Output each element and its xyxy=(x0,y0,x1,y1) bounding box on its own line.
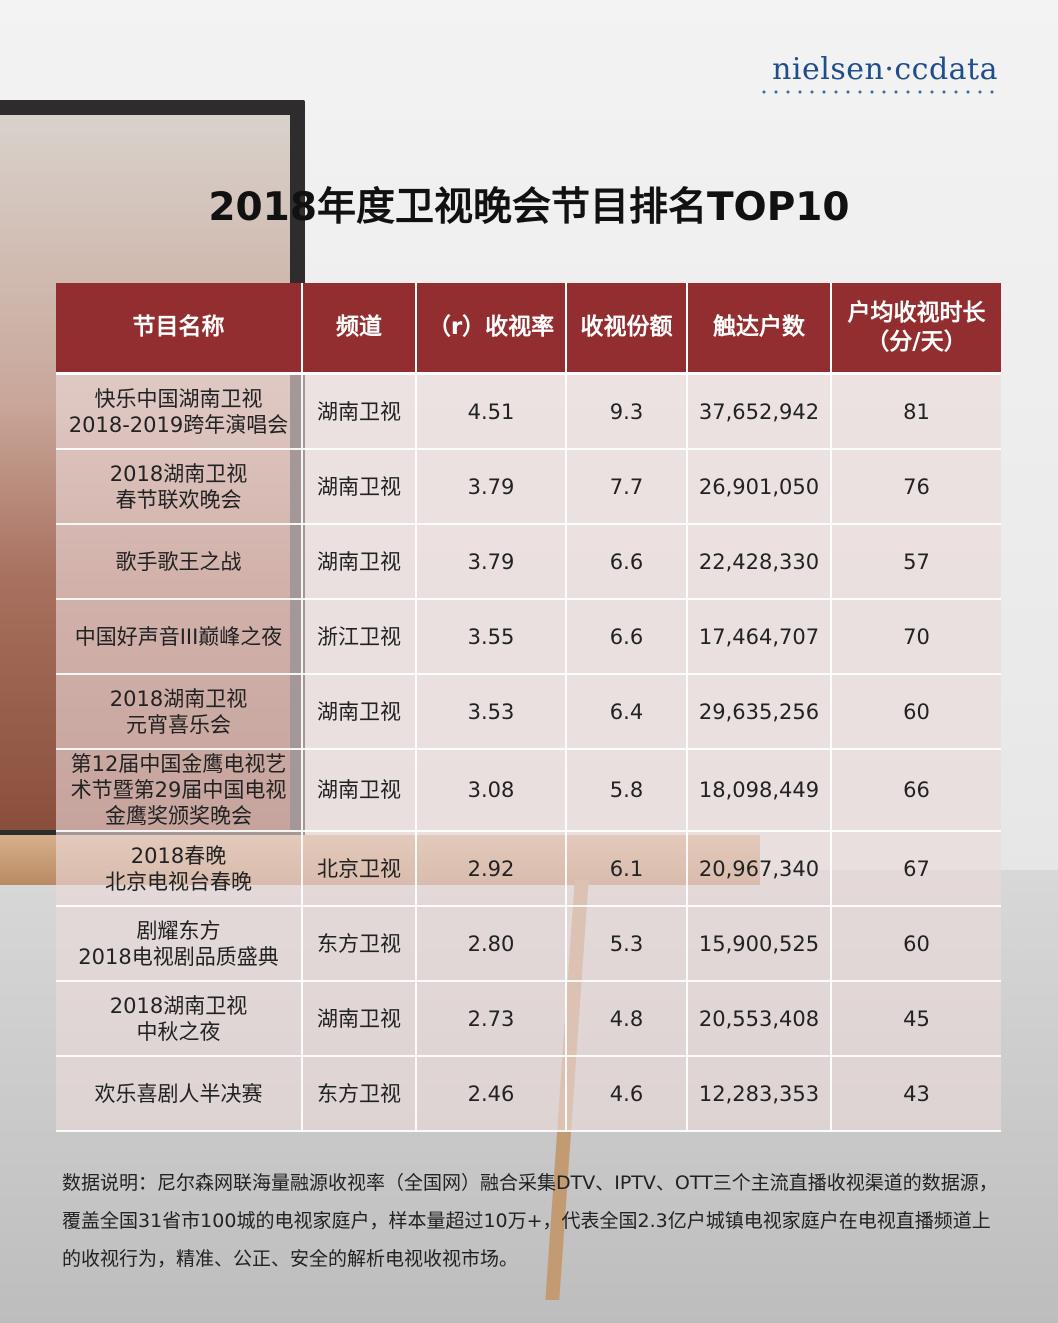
table-row: 剧耀东方 2018电视剧品质盛典 东方卫视 2.80 5.3 15,900,52… xyxy=(56,906,1001,982)
cell-rating: 3.53 xyxy=(416,674,567,750)
cell-share: 7.7 xyxy=(566,449,688,525)
cell-rating: 2.73 xyxy=(416,981,567,1057)
cell-channel: 湖南卫视 xyxy=(302,449,417,525)
cell-channel: 东方卫视 xyxy=(302,1056,417,1132)
cell-avg-time: 81 xyxy=(831,373,1001,450)
header-rating: （r）收视率 xyxy=(416,283,567,375)
cell-rating: 2.80 xyxy=(416,906,567,982)
cell-rating: 4.51 xyxy=(416,373,567,450)
cell-channel: 北京卫视 xyxy=(302,831,417,907)
cell-program-name: 剧耀东方 2018电视剧品质盛典 xyxy=(56,906,303,982)
cell-channel: 浙江卫视 xyxy=(302,599,417,675)
table-row: 快乐中国湖南卫视 2018-2019跨年演唱会 湖南卫视 4.51 9.3 37… xyxy=(56,373,1001,450)
cell-avg-time: 66 xyxy=(831,749,1001,832)
cell-share: 5.8 xyxy=(566,749,688,832)
header-share: 收视份额 xyxy=(566,283,688,375)
cell-rating: 3.79 xyxy=(416,524,567,600)
cell-avg-time: 57 xyxy=(831,524,1001,600)
cell-program-name: 2018春晚 北京电视台春晚 xyxy=(56,831,303,907)
cell-rating: 2.92 xyxy=(416,831,567,907)
cell-rating: 3.55 xyxy=(416,599,567,675)
cell-avg-time: 76 xyxy=(831,449,1001,525)
ranking-table: 节目名称 频道 （r）收视率 收视份额 触达户数 户均收视时长 （分/天） 快乐… xyxy=(56,283,1001,1132)
cell-avg-time: 45 xyxy=(831,981,1001,1057)
table-row: 中国好声音III巅峰之夜 浙江卫视 3.55 6.6 17,464,707 70 xyxy=(56,599,1001,675)
cell-program-name: 快乐中国湖南卫视 2018-2019跨年演唱会 xyxy=(56,373,303,450)
cell-share: 9.3 xyxy=(566,373,688,450)
table-row: 欢乐喜剧人半决赛 东方卫视 2.46 4.6 12,283,353 43 xyxy=(56,1056,1001,1132)
cell-reach: 29,635,256 xyxy=(687,674,832,750)
cell-channel: 东方卫视 xyxy=(302,906,417,982)
cell-program-name: 中国好声音III巅峰之夜 xyxy=(56,599,303,675)
cell-program-name: 2018湖南卫视 元宵喜乐会 xyxy=(56,674,303,750)
nielsen-ccdata-logo: nielsen·ccdata xyxy=(758,52,998,95)
logo-dots xyxy=(758,89,998,95)
logo-text: nielsen·ccdata xyxy=(772,52,998,87)
cell-share: 5.3 xyxy=(566,906,688,982)
cell-reach: 37,652,942 xyxy=(687,373,832,450)
cell-channel: 湖南卫视 xyxy=(302,674,417,750)
cell-share: 6.6 xyxy=(566,524,688,600)
data-note: 数据说明：尼尔森网联海量融源收视率（全国网）融合采集DTV、IPTV、OTT三个… xyxy=(62,1172,998,1270)
cell-channel: 湖南卫视 xyxy=(302,373,417,450)
cell-avg-time: 67 xyxy=(831,831,1001,907)
cell-reach: 22,428,330 xyxy=(687,524,832,600)
table-row: 歌手歌王之战 湖南卫视 3.79 6.6 22,428,330 57 xyxy=(56,524,1001,600)
cell-program-name: 歌手歌王之战 xyxy=(56,524,303,600)
cell-share: 6.1 xyxy=(566,831,688,907)
cell-share: 6.6 xyxy=(566,599,688,675)
cell-avg-time: 60 xyxy=(831,674,1001,750)
cell-rating: 3.08 xyxy=(416,749,567,832)
cell-program-name: 第12届中国金鹰电视艺 术节暨第29届中国电视 金鹰奖颁奖晚会 xyxy=(56,749,303,832)
table-row: 2018湖南卫视 中秋之夜 湖南卫视 2.73 4.8 20,553,408 4… xyxy=(56,981,1001,1057)
cell-channel: 湖南卫视 xyxy=(302,749,417,832)
cell-share: 4.6 xyxy=(566,1056,688,1132)
table-row: 2018春晚 北京电视台春晚 北京卫视 2.92 6.1 20,967,340 … xyxy=(56,831,1001,907)
cell-share: 4.8 xyxy=(566,981,688,1057)
table-row: 2018湖南卫视 元宵喜乐会 湖南卫视 3.53 6.4 29,635,256 … xyxy=(56,674,1001,750)
table-row: 2018湖南卫视 春节联欢晚会 湖南卫视 3.79 7.7 26,901,050… xyxy=(56,449,1001,525)
cell-reach: 15,900,525 xyxy=(687,906,832,982)
header-avg-viewing-time: 户均收视时长 （分/天） xyxy=(831,283,1001,375)
ranking-table-container: 节目名称 频道 （r）收视率 收视份额 触达户数 户均收视时长 （分/天） 快乐… xyxy=(56,283,1001,1132)
cell-reach: 26,901,050 xyxy=(687,449,832,525)
cell-channel: 湖南卫视 xyxy=(302,524,417,600)
cell-avg-time: 60 xyxy=(831,906,1001,982)
header-channel: 频道 xyxy=(302,283,417,375)
header-program-name: 节目名称 xyxy=(56,283,303,375)
cell-program-name: 欢乐喜剧人半决赛 xyxy=(56,1056,303,1132)
cell-avg-time: 43 xyxy=(831,1056,1001,1132)
header-reach-households: 触达户数 xyxy=(687,283,832,375)
cell-reach: 20,553,408 xyxy=(687,981,832,1057)
table-header-row: 节目名称 频道 （r）收视率 收视份额 触达户数 户均收视时长 （分/天） xyxy=(56,283,1001,375)
table-row: 第12届中国金鹰电视艺 术节暨第29届中国电视 金鹰奖颁奖晚会 湖南卫视 3.0… xyxy=(56,749,1001,832)
cell-reach: 12,283,353 xyxy=(687,1056,832,1132)
cell-share: 6.4 xyxy=(566,674,688,750)
cell-rating: 2.46 xyxy=(416,1056,567,1132)
cell-channel: 湖南卫视 xyxy=(302,981,417,1057)
page-title: 2018年度卫视晚会节目排名TOP10 xyxy=(208,185,850,230)
cell-reach: 18,098,449 xyxy=(687,749,832,832)
cell-avg-time: 70 xyxy=(831,599,1001,675)
cell-program-name: 2018湖南卫视 春节联欢晚会 xyxy=(56,449,303,525)
cell-reach: 17,464,707 xyxy=(687,599,832,675)
cell-rating: 3.79 xyxy=(416,449,567,525)
cell-program-name: 2018湖南卫视 中秋之夜 xyxy=(56,981,303,1057)
cell-reach: 20,967,340 xyxy=(687,831,832,907)
